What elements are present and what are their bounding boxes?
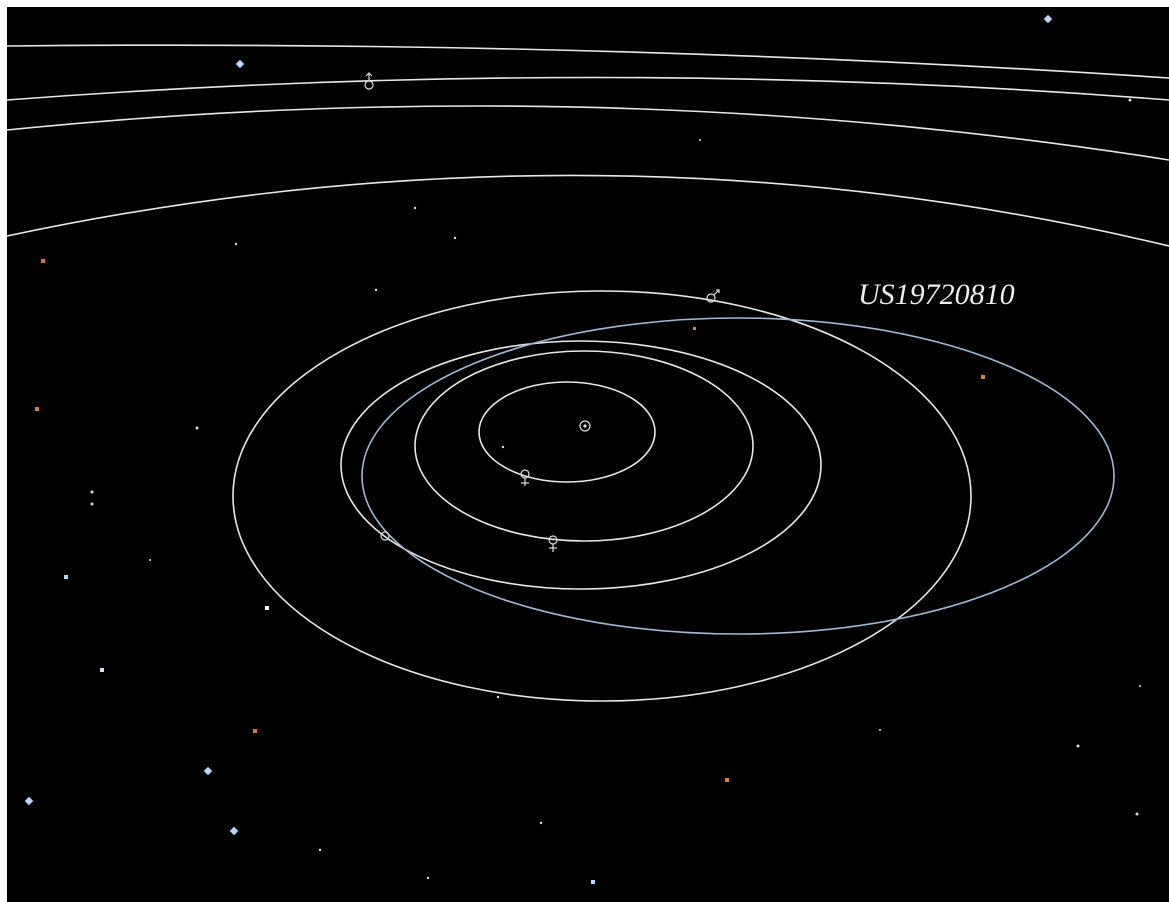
star xyxy=(502,446,504,448)
object-label: US19720810 xyxy=(858,278,1015,311)
star xyxy=(497,696,499,698)
sky xyxy=(7,7,1169,902)
star xyxy=(100,668,104,672)
star xyxy=(1136,813,1139,816)
star xyxy=(64,575,68,579)
star xyxy=(591,880,595,884)
star xyxy=(41,259,45,263)
star xyxy=(196,427,199,430)
star xyxy=(35,407,39,411)
star xyxy=(91,503,94,506)
star xyxy=(253,729,257,733)
star xyxy=(414,207,416,209)
star xyxy=(981,375,985,379)
star xyxy=(149,559,151,561)
star xyxy=(91,491,94,494)
star xyxy=(540,822,542,824)
star xyxy=(1129,99,1132,102)
star xyxy=(265,606,269,610)
star xyxy=(454,237,456,239)
star xyxy=(693,327,696,330)
star xyxy=(235,243,237,245)
star xyxy=(427,877,429,879)
star xyxy=(1077,745,1080,748)
space-view: US19720810 xyxy=(0,0,1169,902)
star xyxy=(319,849,321,851)
star xyxy=(699,139,701,141)
sun-dot xyxy=(584,425,586,427)
star xyxy=(879,729,881,731)
star xyxy=(375,289,377,291)
star xyxy=(1139,685,1141,687)
star xyxy=(725,778,729,782)
